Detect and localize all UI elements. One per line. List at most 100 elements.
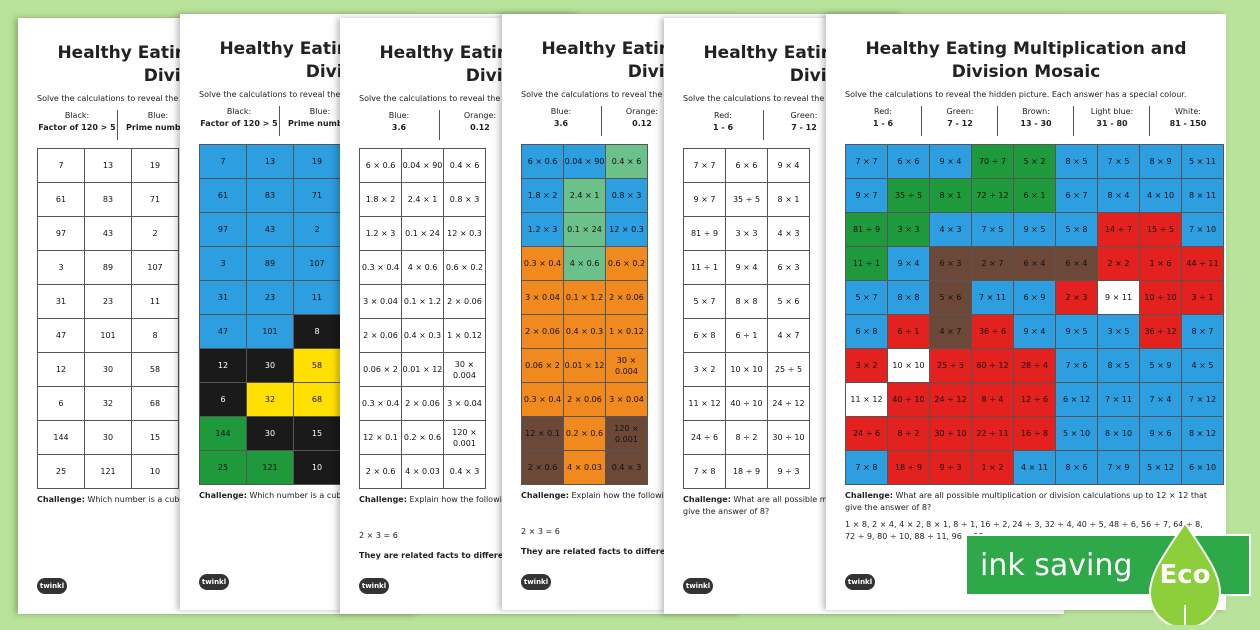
grid-cell: 68 <box>131 386 179 421</box>
grid-cell: 43 <box>84 216 132 251</box>
key-label: White: <box>1175 107 1201 116</box>
grid-cell: 7 × 7 <box>683 148 726 183</box>
grid-cell: 7 × 11 <box>971 280 1014 315</box>
grid-cell: 22 ÷ 11 <box>971 416 1014 451</box>
grid-cell: 7 × 6 <box>1055 348 1098 383</box>
grid-cell: 8 × 12 <box>1181 416 1224 451</box>
grid-cell: 43 <box>246 212 294 247</box>
grid-cell: 58 <box>131 352 179 387</box>
grid-cell: 0.1 × 1.2 <box>563 280 606 315</box>
answer-line: 72 ÷ 9, 80 ÷ 10, 88 ÷ 11, 96 ÷ 12 <box>845 532 984 541</box>
sheet-title: Healthy Eating Multiplication and Divisi… <box>865 39 1187 82</box>
challenge: Challenge: What are all possible multipl… <box>845 490 1215 514</box>
grid-cell: 89 <box>246 246 294 281</box>
grid-cell: 97 <box>199 212 247 247</box>
grid-cell: 0.3 × 0.4 <box>521 382 564 417</box>
grid-cell: 5 × 6 <box>929 280 972 315</box>
grid-cell: 121 <box>84 454 132 489</box>
grid-cell: 81 ÷ 9 <box>845 212 888 247</box>
grid-cell: 5 × 7 <box>683 284 726 319</box>
grid-cell: 4 × 5 <box>1181 348 1224 383</box>
key-label: Blue: <box>309 107 331 116</box>
key-value: 0.12 <box>632 119 652 128</box>
grid-cell: 30 × 0.004 <box>605 348 648 383</box>
grid-cell: 2 × 2 <box>1097 246 1140 281</box>
grid-cell: 121 <box>246 450 294 485</box>
challenge-text: Which number is a cube number? <box>84 495 223 504</box>
logo: twinkl <box>521 574 551 590</box>
grid-cell: 4 × 0.03 <box>563 450 606 485</box>
grid-cell: 5 × 8 <box>1055 212 1098 247</box>
grid-cell: 0.4 × 6 <box>605 144 648 179</box>
grid-cell: 8 × 5 <box>1097 348 1140 383</box>
answer-note: They are related facts to different plac… <box>521 547 737 556</box>
grid-cell: 23 <box>84 284 132 319</box>
grid-cell: 24 ÷ 12 <box>767 386 810 421</box>
grid-cell: 19 <box>131 148 179 183</box>
key-label: Black: <box>226 107 252 116</box>
grid-cell: 12 × 0.3 <box>605 212 648 247</box>
grid-cell: 9 × 6 <box>1139 416 1182 451</box>
grid-cell: 5 × 11 <box>1181 144 1224 179</box>
challenge-text: What are all possible multiplication or … <box>845 491 1208 512</box>
logo: twinkl <box>37 578 67 594</box>
grid-cell: 1.2 × 3 <box>521 212 564 247</box>
key-item: Green: 7 - 12 <box>763 110 844 140</box>
grid-cell: 25 ÷ 5 <box>929 348 972 383</box>
grid-cell: 6 × 4 <box>1013 246 1056 281</box>
grid-cell: 10 ÷ 10 <box>1139 280 1182 315</box>
logo: twinkl <box>845 574 875 590</box>
grid-cell: 107 <box>131 250 179 285</box>
grid-cell: 7 <box>199 144 247 179</box>
logo: twinkl <box>683 578 713 594</box>
grid-cell: 23 <box>246 280 294 315</box>
grid-cell: 3 × 5 <box>1097 314 1140 349</box>
grid-cell: 97 <box>37 216 85 251</box>
grid-cell: 0.8 × 3 <box>605 178 648 213</box>
grid-cell: 8 <box>131 318 179 353</box>
grid-cell: 12 × 0.1 <box>521 416 564 451</box>
answer-line: 2 × 3 = 6 <box>359 531 398 540</box>
grid-cell: 3 × 0.04 <box>521 280 564 315</box>
grid-cell: 0.2 × 0.6 <box>401 420 444 455</box>
grid-cell: 1 × 0.12 <box>443 318 486 353</box>
grid-cell: 24 ÷ 12 <box>929 382 972 417</box>
grid-cell: 6 ÷ 1 <box>887 314 930 349</box>
grid-cell: 11 ÷ 1 <box>683 250 726 285</box>
grid-cell: 13 <box>84 148 132 183</box>
grid-cell: 18 ÷ 9 <box>725 454 768 489</box>
grid-cell: 2 × 0.06 <box>563 382 606 417</box>
grid-cell: 2 × 3 <box>1055 280 1098 315</box>
grid-cell: 61 <box>199 178 247 213</box>
key-item: Blue: Prime number <box>279 106 360 136</box>
challenge-text: Explain how the following facts are rela… <box>406 495 583 504</box>
grid-cell: 0.01 × 12 <box>563 348 606 383</box>
key-item: White: 81 - 150 <box>1149 106 1226 136</box>
grid-cell: 2 × 0.6 <box>359 454 402 489</box>
grid-cell: 9 ÷ 3 <box>929 450 972 485</box>
grid-cell: 24 ÷ 6 <box>683 420 726 455</box>
grid-cell: 0.04 × 90 <box>563 144 606 179</box>
grid-cell: 0.4 × 3 <box>443 454 486 489</box>
grid-cell: 144 <box>199 416 247 451</box>
grid-cell: 9 ÷ 3 <box>767 454 810 489</box>
key-value: 1 - 6 <box>712 123 734 132</box>
grid-cell: 9 × 5 <box>1013 212 1056 247</box>
grid-cell: 12 <box>199 348 247 383</box>
grid-cell: 9 × 4 <box>725 250 768 285</box>
key-label: Red: <box>874 107 892 116</box>
grid-cell: 0.2 × 0.6 <box>563 416 606 451</box>
grid-cell: 4 × 3 <box>767 216 810 251</box>
grid-cell: 30 <box>246 416 294 451</box>
grid-cell: 36 ÷ 12 <box>1139 314 1182 349</box>
grid-cell: 4 × 10 <box>1139 178 1182 213</box>
answer-note: They are related facts to different plac… <box>359 551 575 560</box>
grid-cell: 89 <box>84 250 132 285</box>
grid-cell: 30 × 0.004 <box>443 352 486 387</box>
challenge: Challenge: Which number is a cube number… <box>37 494 407 506</box>
grid-cell: 31 <box>199 280 247 315</box>
key-item: Black: Factor of 120 > 5 <box>199 106 279 136</box>
grid-cell: 7 × 9 <box>1097 450 1140 485</box>
grid-cell: 6 × 7 <box>1055 178 1098 213</box>
grid-cell: 30 ÷ 10 <box>767 420 810 455</box>
